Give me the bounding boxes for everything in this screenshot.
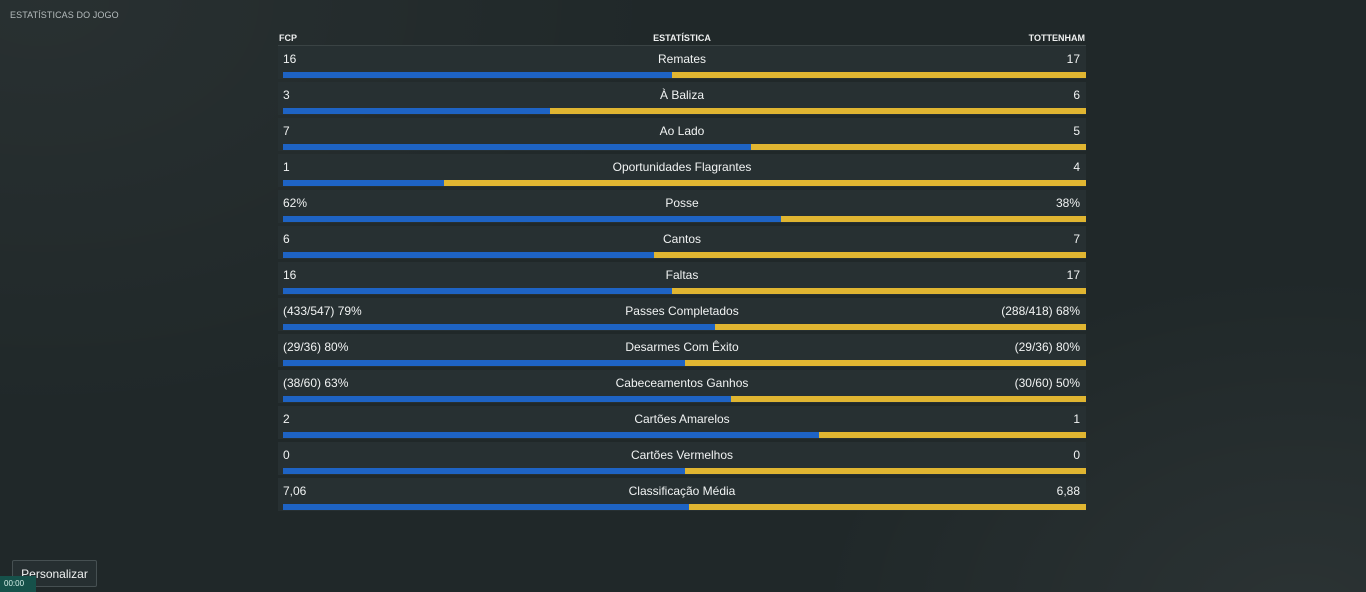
stat-label: Posse: [665, 196, 699, 210]
home-value: 16: [283, 52, 297, 66]
away-bar-segment: [689, 504, 1086, 510]
stat-row: 7 Ao Lado 5: [278, 118, 1086, 151]
comparison-bar: [283, 360, 1086, 366]
away-value: 0: [1073, 448, 1080, 462]
away-value: 6: [1073, 88, 1080, 102]
stat-row: 1 Oportunidades Flagrantes 4: [278, 154, 1086, 187]
away-team-header: TOTTENHAM: [1028, 33, 1085, 43]
away-bar-segment: [672, 72, 1086, 78]
away-bar-segment: [780, 216, 1086, 222]
home-bar-segment: [283, 252, 654, 258]
stat-row: 62% Posse 38%: [278, 190, 1086, 223]
home-value: 1: [283, 160, 290, 174]
comparison-bar: [283, 180, 1086, 186]
comparison-bar: [283, 252, 1086, 258]
away-value: 6,88: [1056, 484, 1080, 498]
stat-row: (38/60) 63% Cabeceamentos Ganhos (30/60) 5…: [278, 370, 1086, 403]
home-bar-segment: [283, 288, 673, 294]
comparison-bar: [283, 504, 1086, 510]
comparison-bar: [283, 324, 1086, 330]
away-value: 1: [1073, 412, 1080, 426]
home-value: (38/60) 63%: [283, 376, 349, 390]
stat-row: 0 Cartões Vermelhos 0: [278, 442, 1086, 475]
home-bar-segment: [283, 108, 551, 114]
stat-label: Cartões Amarelos: [634, 412, 730, 426]
home-bar-segment: [283, 360, 685, 366]
away-value: (29/36) 80%: [1014, 340, 1080, 354]
comparison-bar: [283, 216, 1086, 222]
home-value: (29/36) 80%: [283, 340, 349, 354]
stat-label: Cartões Vermelhos: [630, 448, 734, 462]
home-value: (433/547) 79%: [283, 304, 362, 318]
home-bar-segment: [283, 324, 715, 330]
away-bar-segment: [751, 144, 1086, 150]
home-bar-segment: [283, 72, 673, 78]
away-value: 5: [1073, 124, 1080, 138]
stat-label: Classificação Média: [628, 484, 736, 498]
stat-label: À Baliza: [659, 88, 705, 102]
home-bar-segment: [283, 216, 781, 222]
home-team-header: FCP: [279, 33, 297, 43]
clock-display: 00:00: [0, 576, 36, 592]
stat-row: 16 Faltas 17: [278, 262, 1086, 295]
stat-label: Cabeceamentos Ganhos: [615, 376, 749, 390]
stat-row: 2 Cartões Amarelos 1: [278, 406, 1086, 439]
away-bar-segment: [443, 180, 1086, 186]
stat-label: Ao Lado: [659, 124, 705, 138]
page-title: ESTATÍSTICAS DO JOGO: [10, 10, 119, 20]
stat-row: 7,06 Classificação Média 6,88: [278, 478, 1086, 511]
home-value: 7,06: [283, 484, 307, 498]
away-value: 4: [1073, 160, 1080, 174]
stat-label: Desarmes Com Êxito: [625, 340, 739, 354]
away-value: 17: [1066, 268, 1080, 282]
away-bar-segment: [672, 288, 1086, 294]
home-value: 6: [283, 232, 290, 246]
comparison-bar: [283, 72, 1086, 78]
home-value: 16: [283, 268, 297, 282]
away-value: 38%: [1055, 196, 1080, 210]
away-value: 17: [1066, 52, 1080, 66]
away-value: (30/60) 50%: [1014, 376, 1080, 390]
comparison-bar: [283, 144, 1086, 150]
stat-row: 3 À Baliza 6: [278, 82, 1086, 115]
away-bar-segment: [684, 468, 1086, 474]
home-value: 7: [283, 124, 290, 138]
away-bar-segment: [715, 324, 1086, 330]
home-bar-segment: [283, 468, 685, 474]
stat-column-header: ESTATÍSTICA: [653, 33, 711, 43]
stat-label: Faltas: [665, 268, 699, 282]
away-bar-segment: [818, 432, 1086, 438]
home-value: 0: [283, 448, 290, 462]
comparison-bar: [283, 396, 1086, 402]
away-value: (288/418) 68%: [1001, 304, 1080, 318]
comparison-bar: [283, 288, 1086, 294]
home-bar-segment: [283, 504, 690, 510]
comparison-bar: [283, 432, 1086, 438]
home-value: 2: [283, 412, 290, 426]
home-value: 3: [283, 88, 290, 102]
stats-header: FCP ESTATÍSTICA TOTTENHAM: [278, 30, 1086, 46]
stat-label: Remates: [657, 52, 707, 66]
stat-label: Passes Completados: [625, 304, 739, 318]
home-bar-segment: [283, 180, 444, 186]
home-value: 62%: [283, 196, 308, 210]
stat-label: Cantos: [662, 232, 702, 246]
stat-row: (433/547) 79% Passes Completados (288/418)…: [278, 298, 1086, 331]
comparison-bar: [283, 108, 1086, 114]
home-bar-segment: [283, 432, 819, 438]
stat-row: (29/36) 80% Desarmes Com Êxito (29/36) 80%: [278, 334, 1086, 367]
home-bar-segment: [283, 396, 732, 402]
away-bar-segment: [550, 108, 1086, 114]
match-stats-table: FCP ESTATÍSTICA TOTTENHAM 16 Remates 17 3 À …: [278, 30, 1086, 511]
comparison-bar: [283, 468, 1086, 474]
home-bar-segment: [283, 144, 752, 150]
stat-label: Oportunidades Flagrantes: [612, 160, 752, 174]
away-value: 7: [1073, 232, 1080, 246]
stat-row: 6 Cantos 7: [278, 226, 1086, 259]
away-bar-segment: [684, 360, 1086, 366]
away-bar-segment: [653, 252, 1086, 258]
stat-rows: 16 Remates 17 3 À Baliza 6 7 Ao Lado 5 1 Oportunid…: [278, 46, 1086, 511]
stat-row: 16 Remates 17: [278, 46, 1086, 79]
away-bar-segment: [731, 396, 1086, 402]
